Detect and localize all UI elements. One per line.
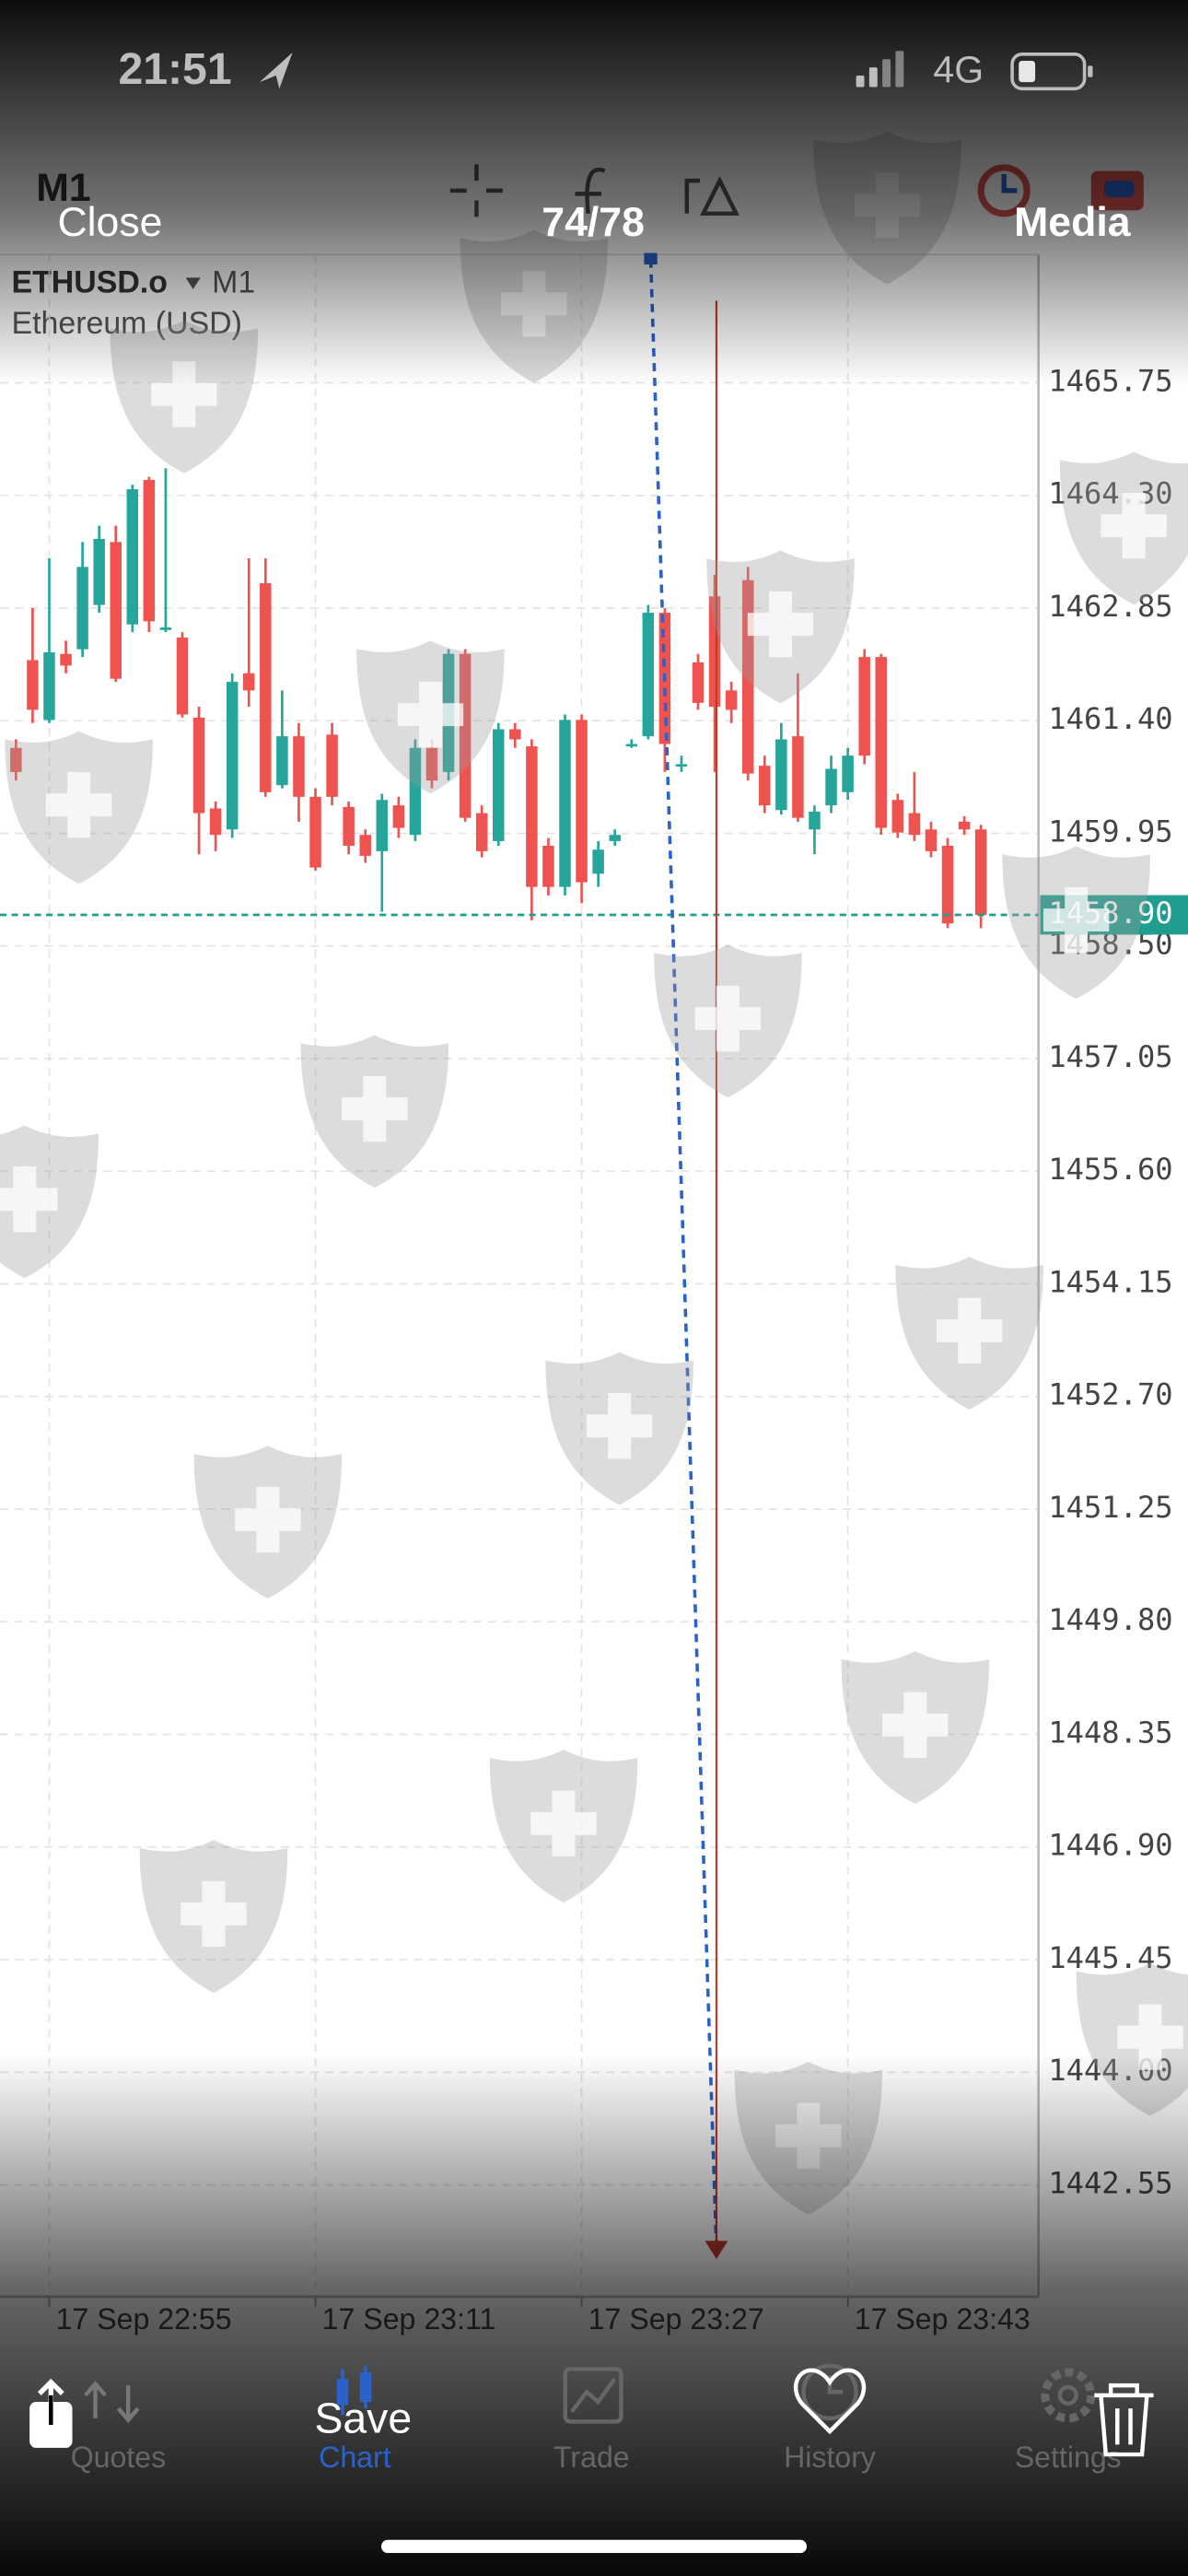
candle-body bbox=[143, 479, 156, 622]
candle-body bbox=[326, 734, 338, 797]
viewer-actions: Save bbox=[29, 2368, 1154, 2554]
y-tick-label: 1446.90 bbox=[1048, 1828, 1172, 1863]
chart-icon bbox=[336, 2365, 372, 2416]
location-icon bbox=[259, 53, 293, 89]
y-tick-label: 1459.95 bbox=[1048, 814, 1172, 849]
status-bar: 21:51 4G bbox=[118, 44, 1093, 94]
y-tick-label: 1462.85 bbox=[1048, 589, 1172, 624]
nav-item[interactable]: Quotes bbox=[71, 2441, 167, 2474]
candle-body bbox=[76, 567, 88, 650]
candle-body bbox=[60, 653, 72, 666]
y-tick-label: 1454.15 bbox=[1048, 1264, 1172, 1299]
candle-body bbox=[260, 583, 272, 792]
save-button[interactable]: Save bbox=[314, 2395, 412, 2442]
candle-body bbox=[725, 690, 738, 710]
candle-body bbox=[792, 736, 804, 818]
history-icon bbox=[801, 2363, 858, 2421]
y-tick-label: 1448.35 bbox=[1048, 1715, 1172, 1750]
candle-body bbox=[842, 755, 854, 792]
quotes-icon bbox=[84, 2380, 140, 2424]
candle-body bbox=[592, 849, 604, 874]
candle-body bbox=[226, 682, 239, 830]
candle-body bbox=[875, 657, 887, 828]
candle-body bbox=[858, 657, 870, 756]
candle-body bbox=[908, 813, 921, 836]
signal-icon bbox=[856, 51, 904, 88]
candle-body bbox=[27, 660, 39, 710]
candle-body bbox=[93, 538, 105, 605]
candle-body bbox=[576, 720, 588, 883]
network-label: 4G bbox=[933, 48, 984, 90]
candle-body bbox=[110, 542, 122, 679]
candle-body bbox=[492, 729, 505, 841]
media-button[interactable]: Media bbox=[1014, 200, 1132, 245]
y-tick-label: 1452.70 bbox=[1048, 1377, 1172, 1412]
candle-body bbox=[475, 813, 488, 851]
candle-body bbox=[276, 736, 288, 786]
nav-item[interactable]: Chart bbox=[319, 2441, 391, 2474]
top-shade bbox=[0, 0, 1188, 387]
nav-item[interactable]: History bbox=[784, 2441, 876, 2474]
candle-body bbox=[958, 821, 971, 830]
candle-body bbox=[359, 835, 371, 856]
candle-body bbox=[941, 845, 954, 924]
photo-counter: 74/78 bbox=[542, 200, 645, 245]
candle-body bbox=[974, 829, 987, 916]
bottom-shade bbox=[0, 2053, 1188, 2576]
app-nav: Quotes Chart Trade History Settings bbox=[71, 2363, 1122, 2474]
status-time: 21:51 bbox=[118, 44, 231, 94]
candle-body bbox=[376, 800, 389, 851]
candle-body bbox=[925, 829, 938, 851]
candle-body bbox=[775, 739, 787, 811]
candle-body bbox=[559, 720, 571, 887]
candle-body bbox=[825, 768, 837, 806]
trade-nav-icon bbox=[563, 2367, 623, 2424]
home-indicator bbox=[380, 2539, 808, 2554]
candle-body bbox=[542, 845, 554, 887]
candle-body bbox=[642, 613, 655, 737]
candle-body bbox=[309, 796, 321, 868]
candle-body bbox=[625, 744, 638, 747]
candle-body bbox=[159, 627, 172, 630]
candle-body bbox=[126, 489, 139, 625]
y-tick-label: 1457.05 bbox=[1048, 1039, 1172, 1074]
candle-body bbox=[293, 736, 305, 797]
share-button[interactable] bbox=[29, 2378, 73, 2448]
candle-body bbox=[692, 662, 705, 703]
battery-icon bbox=[1010, 53, 1087, 91]
candle-body bbox=[176, 638, 189, 715]
y-tick-label: 1449.80 bbox=[1048, 1602, 1172, 1637]
close-button[interactable]: Close bbox=[57, 200, 162, 245]
trend-line bbox=[648, 259, 718, 2248]
candle-body bbox=[759, 766, 771, 806]
candle-body bbox=[192, 717, 205, 814]
candle-body bbox=[209, 808, 222, 836]
candle-body bbox=[675, 764, 688, 767]
settings-icon bbox=[1041, 2368, 1096, 2423]
candle-body bbox=[509, 729, 521, 740]
candle-body bbox=[609, 835, 621, 841]
candle-body bbox=[43, 652, 55, 720]
candle-body bbox=[809, 811, 821, 830]
favorite-button[interactable] bbox=[793, 2368, 867, 2435]
candle-body bbox=[526, 746, 538, 887]
nav-item[interactable]: Trade bbox=[553, 2441, 630, 2474]
viewer-header: Close 74/78 Media bbox=[57, 200, 1131, 245]
y-tick-label: 1451.25 bbox=[1048, 1490, 1172, 1525]
candle-body bbox=[392, 805, 405, 828]
candle-body bbox=[343, 806, 355, 846]
candle-body bbox=[891, 800, 904, 833]
candle-body bbox=[243, 673, 255, 691]
y-tick-label: 1461.40 bbox=[1048, 701, 1172, 736]
delete-button[interactable] bbox=[1094, 2383, 1154, 2457]
y-tick-label: 1455.60 bbox=[1048, 1152, 1172, 1187]
